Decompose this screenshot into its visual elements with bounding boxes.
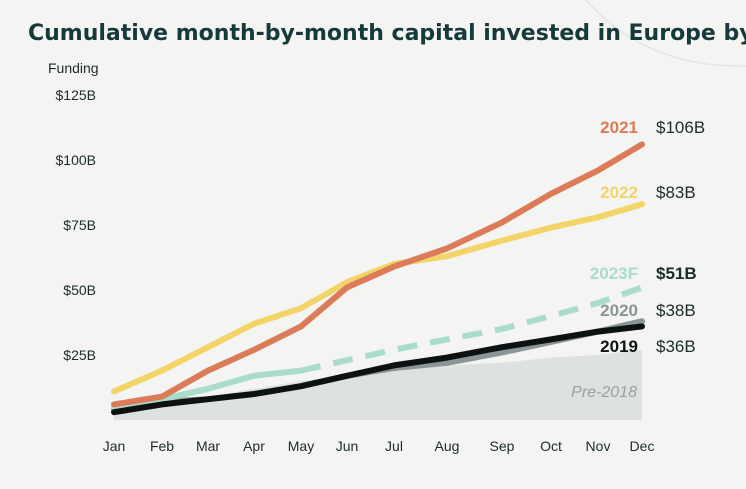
series-line-2019 [111,323,645,416]
series-value-2021: $106B [656,118,705,137]
y-tick-label: $25B [63,347,96,363]
y-tick-label: $75B [63,217,96,233]
y-axis-ticks: $125B $100B $75B $50B $25B [56,87,96,363]
y-axis-label: Funding [48,60,99,76]
x-tick-label: Oct [540,438,562,454]
x-tick-label: May [288,438,314,454]
x-tick-label: Feb [150,438,174,454]
x-tick-label: Nov [586,438,611,454]
series-name-2021: 2021 [600,118,638,137]
area-pre-2018 [114,349,642,420]
x-axis-ticks: Jan Feb Mar Apr May Jun Jul Aug Sep Oct Nov Dec [103,438,655,454]
x-tick-label: Apr [243,438,265,454]
series-line-2022 [111,201,645,395]
chart-title: Cumulative month-by-month capital invest… [28,21,746,46]
x-tick-label: Jun [336,438,359,454]
y-tick-label: $50B [63,282,96,298]
area-label-pre-2018: Pre-2018 [571,384,637,401]
series-labels: 2021 $106B 2022 $83B 2023F $51B 2020 $38B 2019 $3… [590,118,705,356]
series-line-2023f-forecast [300,284,644,374]
x-tick-label: Sep [490,438,515,454]
series-value-2020: $38B [656,301,696,320]
series-name-2022: 2022 [600,183,638,202]
x-tick-label: Mar [196,438,220,454]
x-tick-label: Dec [630,438,655,454]
area-layer: Pre-2018 [114,349,642,420]
corner-arc-decoration [585,0,746,67]
x-tick-label: Jan [103,438,126,454]
series-line-2021 [111,141,645,408]
x-tick-label: Aug [435,438,460,454]
series-name-2019: 2019 [600,337,638,356]
series-value-2019: $36B [656,337,696,356]
series-name-2023f: 2023F [590,264,638,283]
y-tick-label: $125B [56,87,96,103]
lines-layer [111,141,645,416]
series-value-2023f: $51B [656,264,697,283]
series-name-2020: 2020 [600,301,638,320]
x-tick-label: Jul [385,438,403,454]
y-tick-label: $100B [56,152,96,168]
series-value-2022: $83B [656,183,696,202]
